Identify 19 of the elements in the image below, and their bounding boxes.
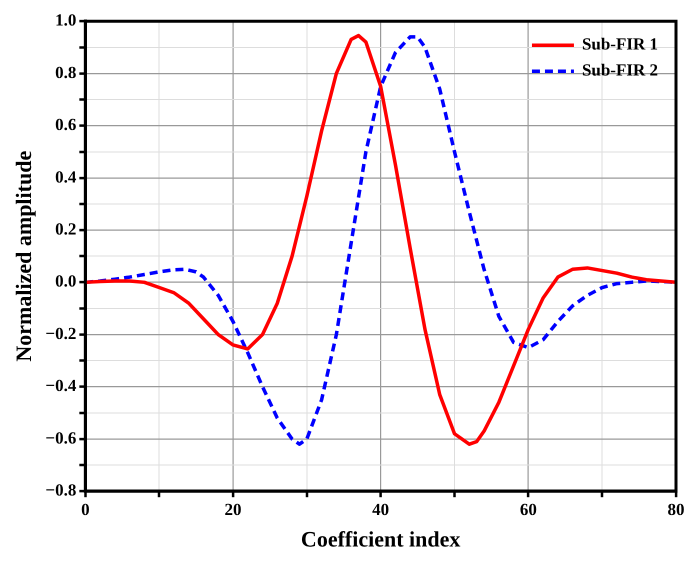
y-tick-label: 0.8 [55, 62, 76, 82]
x-axis-title: Coefficient index [300, 526, 460, 552]
x-tick-label: 40 [372, 500, 390, 519]
y-tick-label: 0.6 [55, 115, 76, 134]
x-tick-label: 0 [81, 500, 90, 519]
x-tick-label: 20 [224, 500, 242, 519]
legend-label: Sub-FIR 2 [582, 60, 658, 80]
legend-label: Sub-FIR 1 [582, 34, 658, 54]
x-tick-label: 60 [520, 500, 537, 519]
y-tick-label: −0.8 [45, 480, 76, 500]
y-tick-label: −0.6 [45, 428, 76, 448]
y-axis-title: Normalized amplitude [10, 150, 36, 362]
x-tick-label: 80 [668, 500, 684, 519]
y-tick-label: 1.0 [55, 10, 76, 30]
y-tick-label: −0.2 [45, 324, 76, 343]
y-tick-label: 0.0 [55, 272, 76, 291]
y-tick-label: −0.4 [45, 376, 77, 396]
y-tick-label: 0.2 [55, 219, 76, 238]
y-tick-label: 0.4 [55, 167, 77, 186]
